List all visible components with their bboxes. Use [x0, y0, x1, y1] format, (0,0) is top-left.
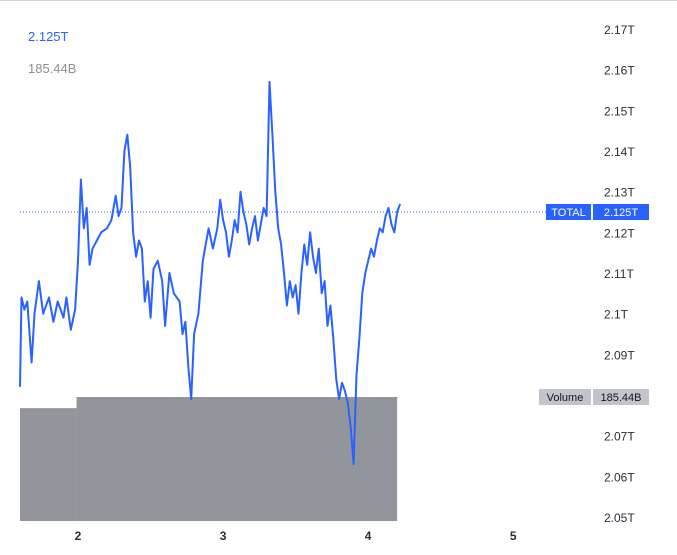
x-tick-label: 3: [220, 529, 227, 543]
top-border: [0, 0, 677, 1]
y-tick-label: 2.17T: [604, 23, 635, 37]
volume-value-label: 185.44B: [601, 392, 642, 404]
y-tick-label: 2.16T: [604, 64, 635, 78]
legend-value: 2.125T: [28, 29, 69, 44]
series-tag-label: TOTAL: [551, 207, 585, 219]
y-tick-label: 2.14T: [604, 145, 635, 159]
y-tick-label: 2.11T: [604, 267, 634, 281]
y-tick-label: 2.13T: [604, 186, 635, 200]
volume-tag-label: Volume: [547, 392, 584, 404]
y-tick-label: 2.12T: [604, 226, 635, 240]
volume-bar-2: [76, 397, 398, 521]
legend-volume: 185.44B: [28, 61, 77, 76]
price-line[interactable]: [19, 80, 402, 466]
series-tag[interactable]: [546, 204, 591, 220]
y-tick-label: 2.09T: [604, 348, 635, 362]
x-tick-label: 4: [365, 529, 372, 543]
current-value-label: 2.125T: [604, 207, 639, 219]
x-tick-label: 2: [75, 529, 82, 543]
current-value-tag[interactable]: [593, 204, 649, 220]
volume-tag[interactable]: [539, 389, 591, 405]
y-tick-label: 2.1T: [604, 308, 629, 322]
volume-value-tag[interactable]: [593, 389, 649, 405]
y-tick-label: 2.05T: [604, 511, 635, 525]
y-tick-label: 2.06T: [604, 470, 635, 484]
x-tick-label: 5: [510, 529, 517, 543]
y-tick-label: 2.07T: [604, 430, 635, 444]
volume-bar-1: [20, 408, 77, 521]
y-tick-label: 2.15T: [604, 104, 635, 118]
